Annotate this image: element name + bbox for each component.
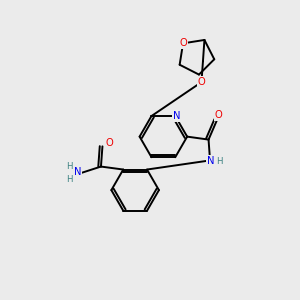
Text: H: H (216, 158, 223, 166)
Text: N: N (207, 156, 214, 166)
Text: H: H (66, 175, 73, 184)
Text: O: O (198, 77, 205, 87)
Text: O: O (179, 38, 187, 48)
Text: O: O (214, 110, 222, 120)
Text: H: H (66, 162, 73, 171)
Text: O: O (105, 138, 113, 148)
Text: N: N (173, 111, 181, 121)
Text: N: N (74, 167, 82, 177)
